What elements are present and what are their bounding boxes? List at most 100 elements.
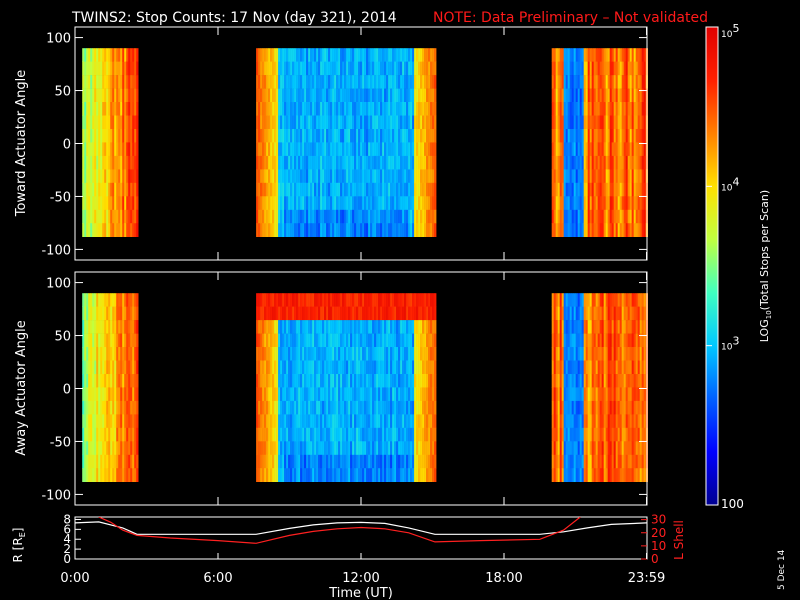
heatmap-cell <box>571 414 574 429</box>
heatmap-cell <box>587 427 590 442</box>
heatmap-cell <box>641 374 644 388</box>
heatmap-cell <box>290 306 293 321</box>
heatmap-cell <box>611 414 614 429</box>
heatmap-cell <box>298 48 301 62</box>
heatmap-cell <box>408 360 411 375</box>
heatmap-cell <box>595 115 598 130</box>
heatmap-cell <box>322 182 325 197</box>
heatmap-cell <box>374 48 377 62</box>
heatmap-cell <box>370 88 373 103</box>
heatmap-cell <box>318 169 321 184</box>
heatmap-cell <box>430 61 433 76</box>
heatmap-cell <box>434 347 437 361</box>
heatmap-cell <box>106 209 109 224</box>
heatmap-cell <box>551 75 554 89</box>
heatmap-cell <box>601 400 604 415</box>
heatmap-cell <box>298 88 301 103</box>
heatmap-cell <box>607 387 610 402</box>
heatmap-cell <box>306 209 309 224</box>
heatmap-cell <box>571 468 574 482</box>
heatmap-cell <box>266 454 269 469</box>
heatmap-cell <box>340 306 343 321</box>
heatmap-cell <box>344 75 347 89</box>
r-axis-label-sub: E <box>18 532 27 537</box>
heatmap-cell <box>126 196 129 211</box>
heatmap-cell <box>104 61 107 76</box>
heatmap-cell <box>583 347 586 361</box>
heatmap-cell <box>370 75 373 89</box>
heatmap-cell <box>94 374 97 388</box>
heatmap-cell <box>336 347 339 361</box>
heatmap-cell <box>326 75 329 89</box>
heatmap-cell <box>378 400 381 415</box>
heatmap-cell <box>256 427 259 442</box>
heatmap-cell <box>633 61 636 76</box>
heatmap-cell <box>352 115 355 130</box>
heatmap-cell <box>256 169 259 184</box>
heatmap-cell <box>260 88 263 103</box>
heatmap-cell <box>593 142 596 157</box>
heatmap-cell <box>609 320 612 334</box>
heatmap-cell <box>350 223 353 237</box>
heatmap-cell <box>276 196 279 211</box>
heatmap-cell <box>272 142 275 157</box>
heatmap-cell <box>106 75 109 89</box>
heatmap-cell <box>573 414 576 429</box>
heatmap-cell <box>328 48 331 62</box>
heatmap-cell <box>284 333 287 348</box>
heatmap-cell <box>346 468 349 482</box>
heatmap-cell <box>134 293 137 307</box>
heatmap-cell <box>382 75 385 89</box>
heatmap-cell <box>94 115 97 130</box>
heatmap-cell <box>597 223 600 237</box>
heatmap-cell <box>583 115 586 130</box>
time-axis-label: Time (UT) <box>328 586 393 600</box>
heatmap-cell <box>621 293 624 307</box>
heatmap-cell <box>583 427 586 442</box>
heatmap-cell <box>278 182 281 197</box>
heatmap-cell <box>422 182 425 197</box>
heatmap-cell <box>370 347 373 361</box>
heatmap-cell <box>382 169 385 184</box>
heatmap-cell <box>611 155 614 170</box>
heatmap-cell <box>561 182 564 197</box>
heatmap-cell <box>420 387 423 402</box>
heatmap-cell <box>589 75 592 89</box>
heatmap-cell <box>420 155 423 170</box>
heatmap-cell <box>561 374 564 388</box>
heatmap-cell <box>100 414 103 429</box>
heatmap-cell <box>422 196 425 211</box>
heatmap-cell <box>633 400 636 415</box>
y-tick-label: 0 <box>63 383 71 398</box>
heatmap-cell <box>414 75 417 89</box>
heatmap-cell <box>86 102 89 116</box>
heatmap-cell <box>378 360 381 375</box>
heatmap-cell <box>392 142 395 157</box>
heatmap-cell <box>280 333 283 348</box>
heatmap-cell <box>92 48 95 62</box>
heatmap-cell <box>264 102 267 116</box>
heatmap-cell <box>559 129 562 143</box>
heatmap-cell <box>378 454 381 469</box>
heatmap-cell <box>388 223 391 237</box>
heatmap-cell <box>635 387 638 402</box>
heatmap-cell <box>342 129 345 143</box>
heatmap-cell <box>639 333 642 348</box>
heatmap-cell <box>256 454 259 469</box>
heatmap-cell <box>402 169 405 184</box>
heatmap-cell <box>412 169 415 184</box>
heatmap-cell <box>386 75 389 89</box>
heatmap-cell <box>262 414 265 429</box>
heatmap-cell <box>418 155 421 170</box>
heatmap-cell <box>288 387 291 402</box>
heatmap-cell <box>368 427 371 442</box>
heatmap-cell <box>583 209 586 224</box>
heatmap-cell <box>342 223 345 237</box>
heatmap-cell <box>424 209 427 224</box>
heatmap-cell <box>258 347 261 361</box>
heatmap-cell <box>627 155 630 170</box>
heatmap-cell <box>577 306 580 321</box>
heatmap-cell <box>114 454 117 469</box>
heatmap-cell <box>132 306 135 321</box>
heatmap-cell <box>262 441 265 456</box>
